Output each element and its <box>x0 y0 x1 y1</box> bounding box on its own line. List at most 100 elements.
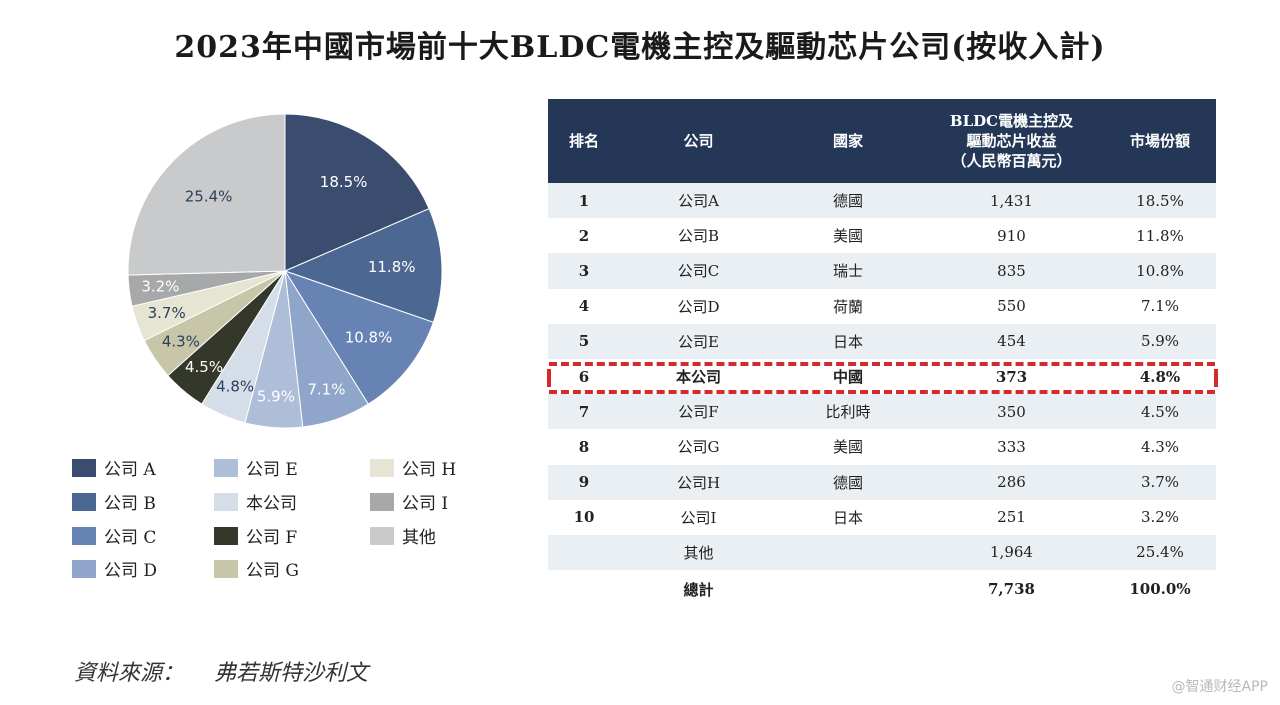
table-cell-country: 荷蘭 <box>832 297 863 316</box>
table-cell-rank: 4 <box>578 297 590 316</box>
watermark: @智通财经APP <box>1171 679 1268 695</box>
legend-swatch <box>370 526 394 545</box>
legend-label: 公司 I <box>402 494 449 514</box>
table-cell-revenue: 251 <box>997 508 1026 527</box>
legend-label: 公司 B <box>104 494 156 514</box>
legend-swatch <box>214 492 238 511</box>
table-cell-revenue: 550 <box>997 297 1026 316</box>
legend-label: 公司 E <box>246 460 298 480</box>
header-share: 市場份額 <box>1104 99 1216 183</box>
legend-item: 公司 A <box>72 455 156 480</box>
table-cell-share: 3.7% <box>1104 464 1216 500</box>
page-title: 2023年中國市場前十大BLDC電機主控及驅動芯片公司(按收入計) <box>174 30 1106 65</box>
table-total-revenue: 7,738 <box>988 580 1035 599</box>
table-cell-company: 公司H <box>620 464 777 500</box>
table-cell-rank: 6 <box>578 367 590 386</box>
table-cell-revenue: 1,964 <box>919 534 1104 571</box>
table-cell-revenue: 286 <box>919 464 1104 500</box>
legend-item: 其他 <box>370 523 436 548</box>
table-cell-rank: 1 <box>548 183 620 219</box>
table-cell-rank: 8 <box>578 437 590 456</box>
table-cell-share: 7.1% <box>1140 297 1180 316</box>
table-cell-share: 4.5% <box>1104 394 1216 430</box>
table-cell-empty <box>548 570 620 608</box>
table-cell-company: 公司C <box>620 253 777 289</box>
table-cell-company: 公司F <box>620 394 777 430</box>
table-cell-company: 公司E <box>620 323 777 359</box>
table-cell-country: 日本 <box>832 508 863 527</box>
legend-label: 公司 F <box>246 528 298 548</box>
table-cell-country: 中國 <box>832 368 863 387</box>
legend-item: 本公司 <box>214 489 297 514</box>
table-cell-company: 公司G <box>677 438 720 457</box>
legend-swatch <box>72 458 96 477</box>
pie-slice-label: 4.3% <box>162 332 200 350</box>
table-cell-company: 其他 <box>620 534 777 571</box>
pie-slice-label: 5.9% <box>257 387 295 405</box>
table-cell-rank: 3 <box>548 253 620 289</box>
legend-item: 公司 G <box>214 556 299 581</box>
pie-slice <box>127 113 286 276</box>
table-row: 10 公司I 日本 251 3.2% <box>548 500 1216 535</box>
table-cell-revenue: 454 <box>919 323 1104 359</box>
highlight-frame-left <box>547 369 551 387</box>
legend-label: 公司 A <box>104 460 156 480</box>
legend-swatch <box>214 458 238 477</box>
source-label: 資料來源： <box>74 661 185 686</box>
legend-label: 公司 H <box>402 460 457 480</box>
table-cell-empty <box>777 570 919 608</box>
source-note: 資料來源： 弗若斯特沙利文 <box>74 655 368 687</box>
table-cell-revenue: 373 <box>995 367 1028 386</box>
table-cell-country: 瑞士 <box>777 253 919 289</box>
table-total-share: 100.0% <box>1129 580 1191 599</box>
table-cell-revenue: 1,431 <box>919 183 1104 219</box>
header-revenue: BLDC電機主控及 驅動芯片收益 （人民幣百萬元） <box>919 99 1104 183</box>
highlight-row-frame <box>549 362 1215 394</box>
table-cell-rank: 9 <box>548 464 620 500</box>
pie-slice-label: 11.8% <box>368 258 416 276</box>
table-cell-company: 公司A <box>620 183 777 219</box>
table-cell-rank: 7 <box>548 394 620 430</box>
table-cell-share: 5.9% <box>1104 323 1216 359</box>
legend-swatch <box>214 559 238 578</box>
header-rank: 排名 <box>548 99 620 183</box>
table-cell-share: 18.5% <box>1104 183 1216 219</box>
legend-item: 公司 F <box>214 523 297 548</box>
header-country: 國家 <box>777 99 919 183</box>
table-cell-country: 美國 <box>832 438 863 457</box>
header-company: 公司 <box>620 99 777 183</box>
legend-label: 本公司 <box>246 494 297 514</box>
table-cell-revenue: 835 <box>919 253 1104 289</box>
table-cell-country: 日本 <box>777 323 919 359</box>
pie-slice-label: 3.2% <box>141 278 179 296</box>
table-cell-country: 德國 <box>777 183 919 219</box>
table-header-row: 排名 公司 國家 BLDC電機主控及 驅動芯片收益 （人民幣百萬元） 市場份額 <box>548 99 1216 183</box>
table-cell-share: 4.3% <box>1140 437 1180 456</box>
legend-item: 公司 D <box>72 556 157 581</box>
table-row: 2 公司B 美國 910 11.8% <box>548 218 1216 253</box>
table-cell-country: 德國 <box>777 464 919 500</box>
legend-item: 公司 H <box>370 455 456 480</box>
table-total-row: 總計 7,738 100.0% <box>548 570 1216 608</box>
table-cell-revenue: 350 <box>919 394 1104 430</box>
pie-slice <box>283 270 435 405</box>
pie-slice <box>283 207 443 323</box>
pie-slice-label: 3.7% <box>148 304 186 322</box>
table-cell-company: 公司I <box>680 508 717 527</box>
table-row: 1 公司A 德國 1,431 18.5% <box>548 183 1216 219</box>
table-cell-revenue: 333 <box>997 437 1026 456</box>
source-name: 弗若斯特沙利文 <box>214 661 369 686</box>
legend-item: 公司 E <box>214 455 298 480</box>
pie-slice-label: 25.4% <box>185 187 233 205</box>
legend-item: 公司 B <box>72 489 156 514</box>
table-row: 7 公司F 比利時 350 4.5% <box>548 394 1216 430</box>
table-cell-share: 10.8% <box>1104 253 1216 289</box>
pie-slice-label: 18.5% <box>320 173 368 191</box>
pie-slice-label: 7.1% <box>307 381 345 399</box>
pie-slice <box>284 113 430 272</box>
table-cell-share: 4.8% <box>1139 367 1181 386</box>
table-row: 6 本公司 中國 373 4.8% <box>548 359 1216 394</box>
table-row: 3 公司C 瑞士 835 10.8% <box>548 253 1216 289</box>
legend-swatch <box>214 526 238 545</box>
legend-swatch <box>370 492 394 511</box>
